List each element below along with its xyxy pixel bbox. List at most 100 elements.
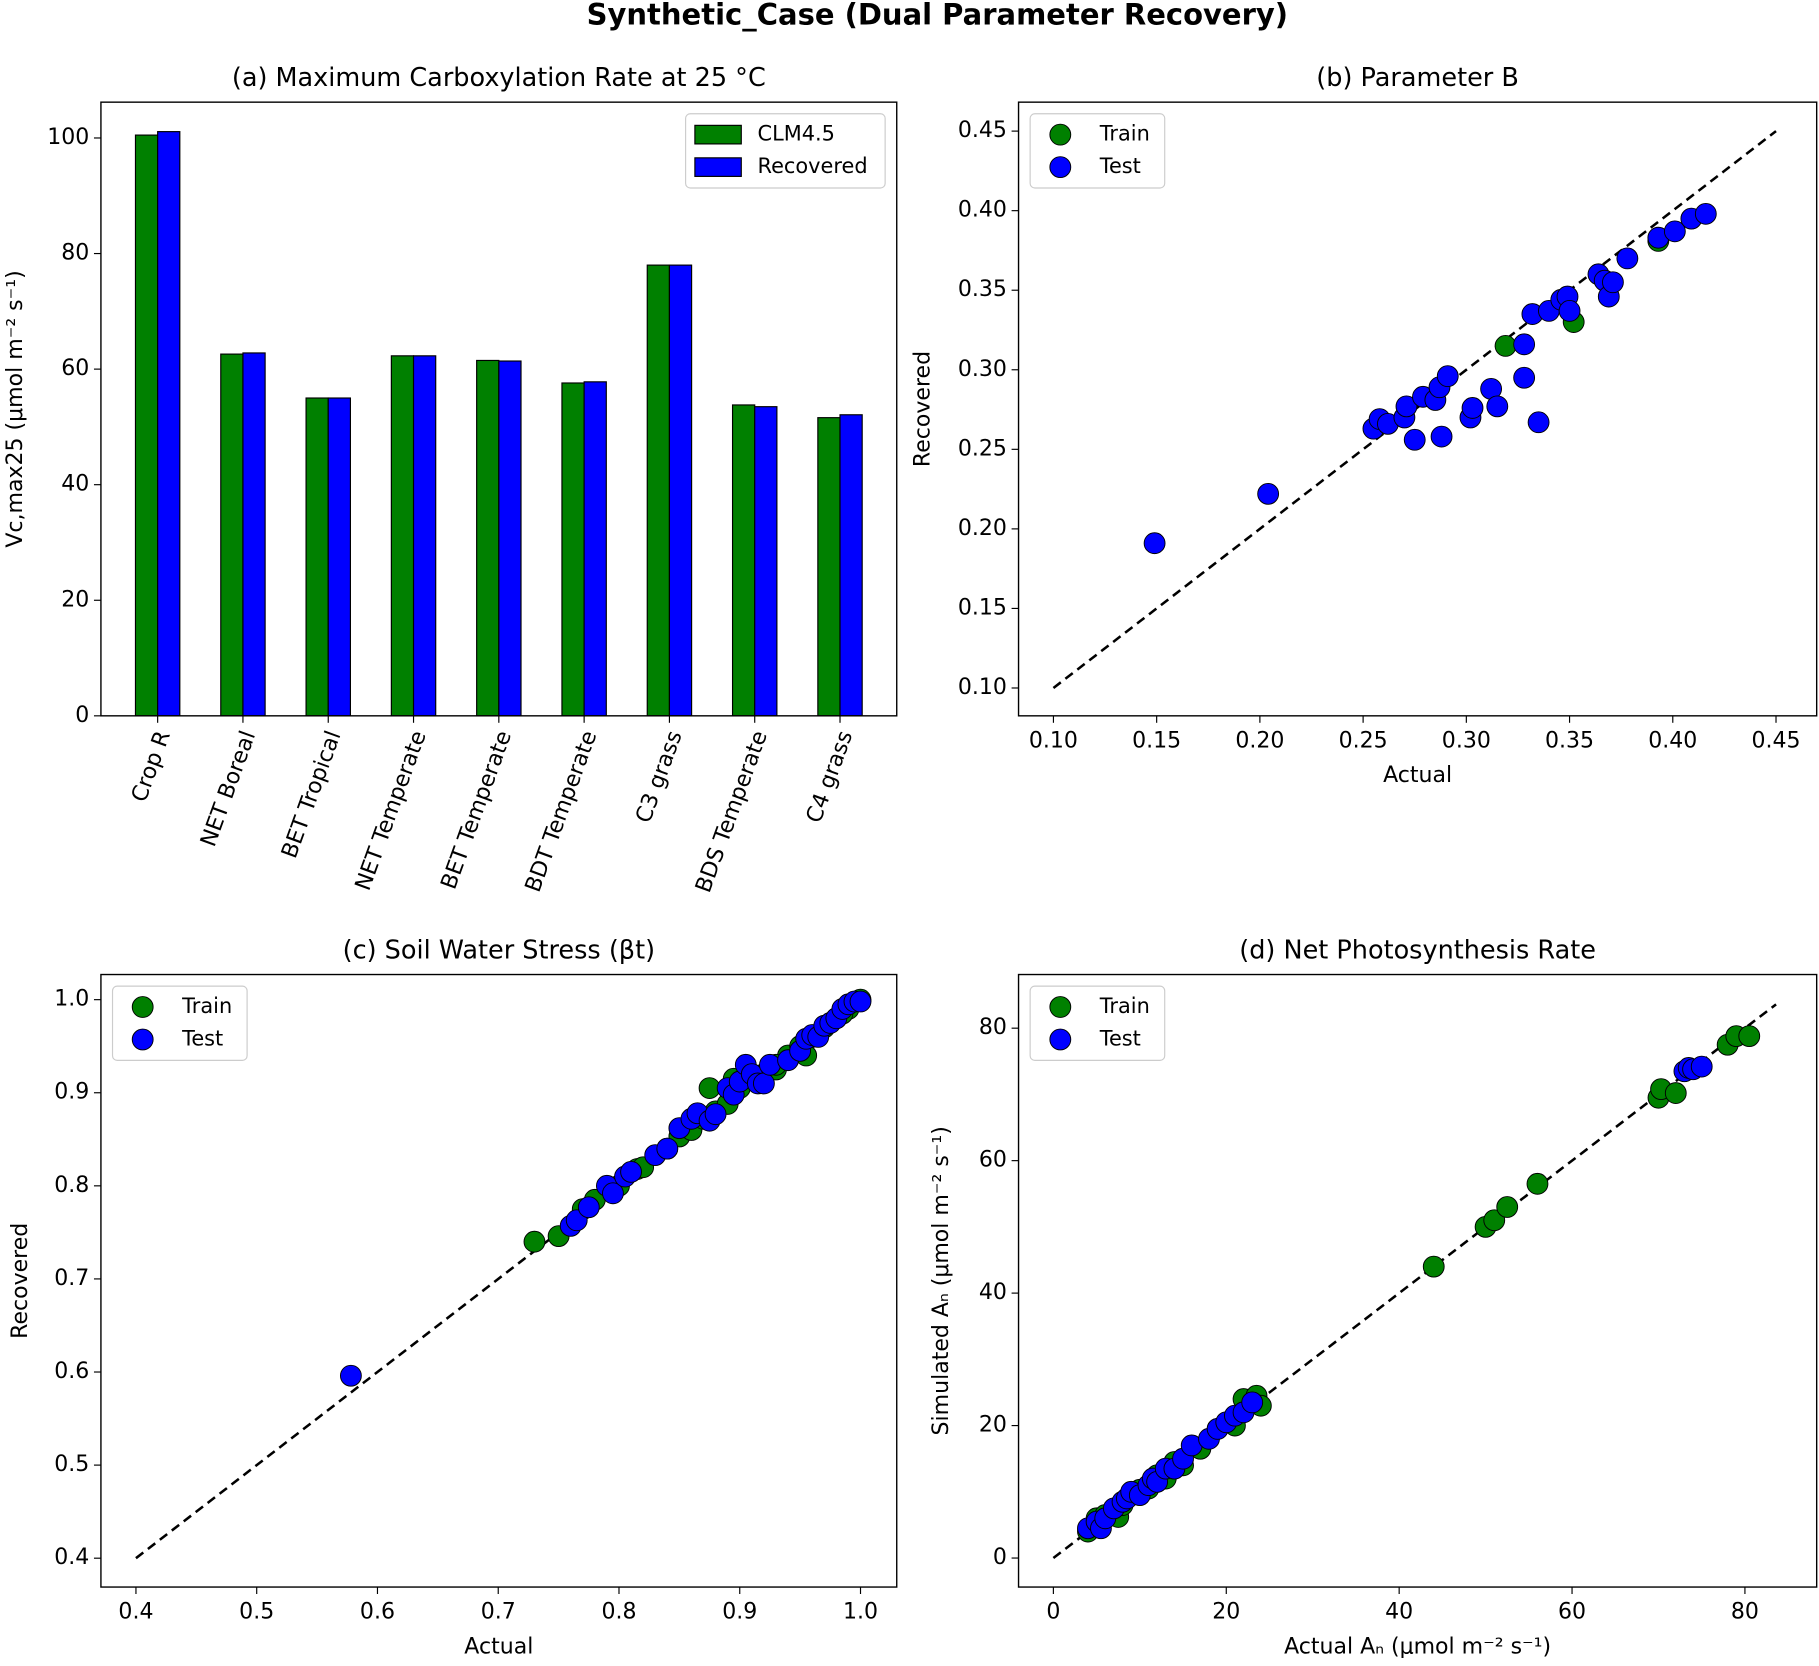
y-tick-label: 0.20	[958, 516, 1007, 541]
scatter-point	[752, 1072, 775, 1095]
x-tick-label: 0.6	[360, 1600, 395, 1625]
y-tick-label: 60	[61, 356, 89, 381]
y-tick-label: 80	[61, 241, 89, 266]
x-tick-label: 0.5	[239, 1600, 274, 1625]
scatter-point	[1496, 1196, 1519, 1218]
scatter-point	[1664, 1082, 1687, 1104]
scatter-point	[1395, 395, 1418, 418]
x-tick-label: NET Boreal	[196, 728, 261, 850]
bar	[476, 359, 500, 717]
x-tick-label: 0.10	[1029, 728, 1078, 753]
scatter-point	[577, 1196, 600, 1219]
bar	[498, 360, 522, 717]
scatter-point	[1616, 247, 1639, 270]
scatter-point	[1527, 411, 1550, 434]
scatter-point	[339, 1364, 362, 1387]
x-tick-label: C4 grass	[802, 728, 858, 827]
y-tick-label: 0.7	[54, 1266, 89, 1291]
scatter-point	[656, 1137, 679, 1160]
scatter-point	[1422, 1255, 1445, 1278]
x-tick-label: 0.7	[481, 1600, 516, 1625]
y-tick-label: 40	[979, 1280, 1007, 1305]
y-tick-label: 0.30	[958, 357, 1007, 382]
scatter-point	[1494, 335, 1517, 357]
scatter-point	[1143, 532, 1166, 555]
bar	[242, 352, 266, 717]
legend-label: Train	[1099, 994, 1150, 1018]
scatter-point	[1430, 425, 1453, 448]
scatter-point	[1690, 1055, 1713, 1078]
scatter-point	[1602, 271, 1624, 294]
x-tick-label: 60	[1558, 1600, 1586, 1625]
y-tick-label: 20	[979, 1413, 1007, 1438]
plot-frame	[1017, 101, 1818, 717]
legend-label: Test	[1099, 154, 1141, 178]
scatter-point	[1257, 482, 1280, 505]
legend-label: Train	[1099, 122, 1150, 146]
y-tick-label: 0.15	[958, 595, 1007, 620]
scatter-point	[1526, 1172, 1549, 1195]
y-axis-label: Recovered	[8, 1223, 33, 1339]
y-tick-label: 0.25	[958, 436, 1007, 461]
scatter-point	[1461, 397, 1484, 419]
x-tick-label: 1.0	[843, 1600, 878, 1625]
legend-marker	[131, 1028, 154, 1051]
y-tick-label: 0.5	[54, 1452, 89, 1477]
x-tick-label: 20	[1212, 1600, 1240, 1625]
bar	[754, 406, 778, 717]
legend-swatch	[694, 157, 742, 177]
scatter-point	[1663, 220, 1686, 243]
panel-title: (b) Parameter B	[1316, 63, 1519, 93]
panel-title: (c) Soil Water Stress (βt)	[343, 935, 655, 965]
x-axis-label: Actual Aₙ (μmol m⁻² s⁻¹)	[1284, 1634, 1551, 1659]
scatter-point	[620, 1160, 642, 1183]
y-tick-label: 60	[979, 1148, 1007, 1173]
x-tick-label: 80	[1731, 1600, 1759, 1625]
y-tick-label: 0.9	[54, 1080, 89, 1105]
y-tick-label: 0.35	[958, 277, 1007, 302]
x-tick-label: 0.15	[1132, 728, 1181, 753]
y-tick-label: 0	[75, 703, 89, 728]
bar	[561, 382, 585, 717]
bar	[220, 353, 244, 717]
bar	[731, 404, 756, 717]
bar	[305, 397, 329, 717]
x-axis-label: Actual	[464, 1634, 533, 1659]
x-tick-label: NET Temperate	[351, 728, 432, 894]
scatter-point	[1738, 1025, 1761, 1048]
legend-marker	[1049, 996, 1072, 1018]
scatter-point	[1558, 299, 1581, 322]
bar	[134, 134, 159, 717]
figure-title: Synthetic_Case (Dual Parameter Recovery)	[587, 0, 1288, 31]
x-tick-label: 0.20	[1235, 728, 1284, 753]
bar	[412, 355, 437, 717]
x-axis-label: Actual	[1383, 763, 1452, 788]
y-tick-label: 0.4	[54, 1545, 89, 1570]
scatter-point	[523, 1230, 546, 1253]
legend-label: Test	[1099, 1026, 1141, 1050]
scatter-point	[704, 1103, 727, 1126]
x-tick-label: 0.8	[601, 1600, 636, 1625]
y-tick-label: 40	[61, 472, 89, 497]
legend-marker	[1049, 1028, 1072, 1051]
x-tick-label: 0.25	[1339, 728, 1388, 753]
scatter-point	[1403, 428, 1426, 451]
bar	[157, 131, 181, 717]
x-tick-label: 0.45	[1751, 728, 1800, 753]
y-axis-label: Vc,max25 (μmol m⁻² s⁻¹)	[3, 270, 28, 547]
scatter-point	[1486, 395, 1509, 418]
x-tick-label: 0.9	[722, 1600, 757, 1625]
plot-frame	[100, 101, 898, 717]
y-tick-label: 80	[979, 1015, 1007, 1040]
scatter-point	[602, 1182, 624, 1205]
y-tick-label: 100	[47, 125, 89, 150]
bar	[668, 264, 693, 717]
legend-marker	[131, 996, 154, 1018]
y-tick-label: 0.8	[54, 1173, 89, 1198]
scatter-point	[849, 990, 872, 1013]
x-tick-label: 0.30	[1442, 728, 1491, 753]
x-tick-label: 0	[1046, 1600, 1060, 1625]
bar	[390, 355, 415, 717]
y-axis-label: Simulated Aₙ (μmol m⁻² s⁻¹)	[929, 1126, 954, 1435]
